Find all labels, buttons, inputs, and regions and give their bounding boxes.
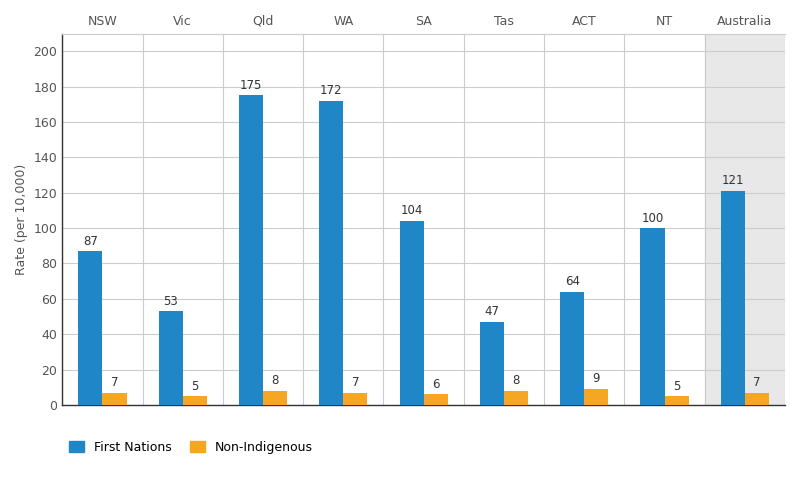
Bar: [504, 391, 528, 405]
Text: 100: 100: [642, 212, 664, 224]
Text: 8: 8: [512, 374, 520, 388]
Text: 172: 172: [320, 84, 342, 97]
Bar: [399, 221, 424, 405]
Bar: [424, 394, 448, 405]
Bar: [263, 391, 287, 405]
Y-axis label: Rate (per 10,000): Rate (per 10,000): [15, 164, 28, 275]
Text: 175: 175: [240, 79, 262, 92]
Bar: [239, 96, 263, 405]
Text: 121: 121: [722, 174, 744, 188]
Text: 104: 104: [401, 204, 422, 218]
Bar: [665, 396, 689, 405]
Text: 87: 87: [83, 234, 98, 248]
Text: 5: 5: [673, 380, 680, 392]
Text: 53: 53: [163, 294, 178, 308]
Text: 9: 9: [593, 372, 600, 386]
Text: 64: 64: [565, 275, 580, 288]
Text: 8: 8: [271, 374, 278, 388]
Bar: [319, 101, 343, 405]
Bar: [182, 396, 207, 405]
Bar: [721, 191, 745, 405]
Text: 7: 7: [110, 376, 118, 389]
Bar: [480, 322, 504, 405]
Bar: [158, 311, 182, 405]
Text: 6: 6: [432, 378, 439, 391]
Bar: [745, 392, 769, 405]
Text: 47: 47: [485, 306, 499, 318]
Bar: [641, 228, 665, 405]
Text: 7: 7: [753, 376, 761, 389]
Bar: [102, 392, 126, 405]
Text: 5: 5: [191, 380, 198, 392]
Bar: [560, 292, 584, 405]
Bar: [78, 251, 102, 405]
Bar: [705, 34, 785, 405]
Legend: First Nations, Non-Indigenous: First Nations, Non-Indigenous: [69, 441, 313, 454]
Bar: [343, 392, 367, 405]
Text: 7: 7: [352, 376, 359, 389]
Bar: [584, 389, 608, 405]
